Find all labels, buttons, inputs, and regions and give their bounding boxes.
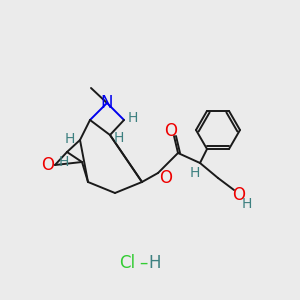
Text: H: H (190, 166, 200, 180)
Text: N: N (101, 94, 113, 112)
Text: H: H (242, 197, 252, 211)
Text: Cl: Cl (119, 254, 135, 272)
Text: O: O (232, 186, 245, 204)
Text: –: – (139, 254, 147, 272)
Text: O: O (160, 169, 172, 187)
Text: H: H (65, 132, 75, 146)
Text: O: O (164, 122, 178, 140)
Text: H: H (59, 155, 69, 169)
Text: H: H (114, 131, 124, 145)
Text: H: H (149, 254, 161, 272)
Text: H: H (128, 111, 138, 125)
Text: O: O (41, 156, 55, 174)
